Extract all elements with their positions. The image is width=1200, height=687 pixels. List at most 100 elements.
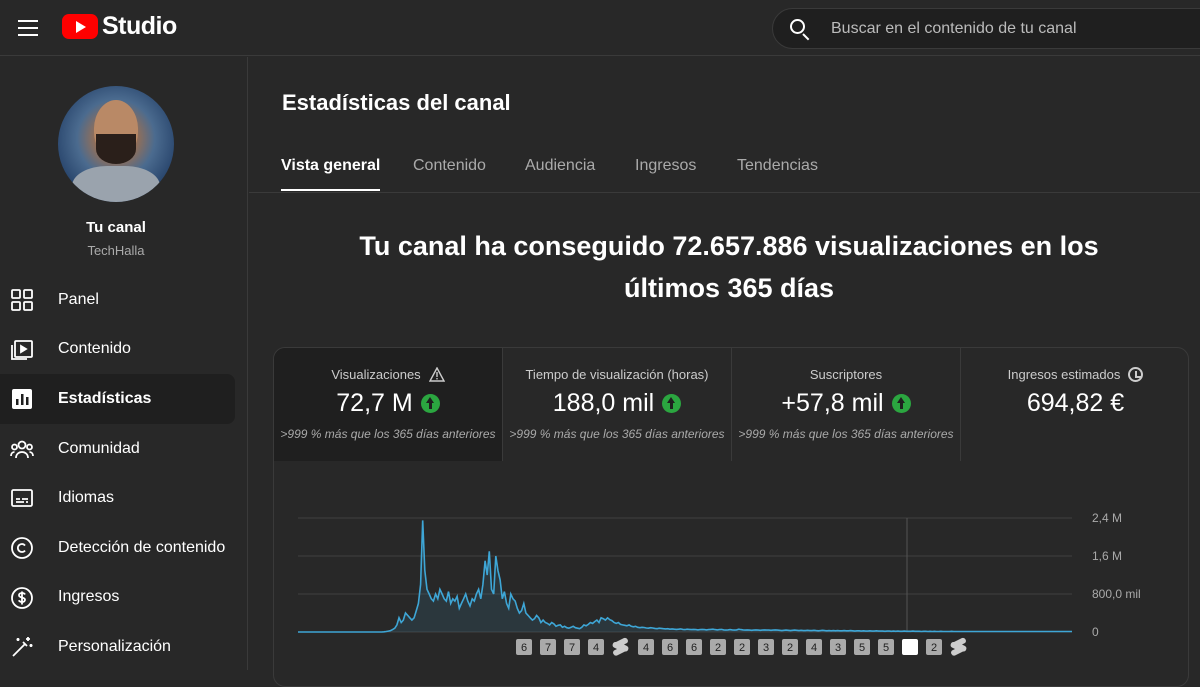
upload-marker[interactable] [902,639,918,655]
channel-avatar[interactable] [58,86,174,202]
metric-value: 72,7 M [336,389,413,417]
shorts-icon [950,637,967,656]
metric-subscribers[interactable]: Suscriptores +57,8 mil >999 % más que lo… [732,348,960,461]
sidebar-item-content-detection[interactable]: Detección de contenido [0,523,235,573]
upload-marker[interactable]: 4 [638,639,654,655]
divider [960,348,961,461]
sidebar-item-panel[interactable]: Panel [0,275,235,325]
sidebar-item-analytics[interactable]: Estadísticas [0,374,235,424]
metric-note: >999 % más que los 365 días anteriores [280,427,496,441]
sidebar-item-earn[interactable]: Ingresos [0,573,235,623]
metric-label: Suscriptores [809,367,883,382]
y-tick-label: 800,0 mil [1092,587,1141,601]
upload-marker[interactable]: 7 [564,639,580,655]
upload-marker[interactable]: 6 [686,639,702,655]
marker-label: 4 [643,642,649,654]
search-box[interactable] [772,8,1200,49]
upload-marker[interactable]: 4 [588,639,604,655]
headline-line-1: Tu canal ha conseguido 72.657.886 visual… [359,231,1099,261]
metric-watch-time[interactable]: Tiempo de visualización (horas) 188,0 mi… [503,348,731,461]
trend-up-icon [420,394,440,413]
marker-label: 6 [667,642,673,654]
series-line [298,520,1072,633]
headline-line-2: últimos 365 días [623,273,835,303]
warning-icon[interactable] [428,367,445,382]
tab-overview[interactable]: Vista general [281,157,381,191]
upload-marker[interactable]: 2 [710,639,726,655]
upload-marker[interactable]: 5 [854,639,870,655]
divider [731,348,732,461]
stats-card: Visualizaciones 72,7 M >999 % más que lo… [273,347,1189,687]
upload-marker[interactable]: 7 [540,639,556,655]
sidebar: Tu canal TechHalla Panel Contenido Estad… [0,57,248,670]
upload-marker[interactable]: 4 [806,639,822,655]
marker-label: 6 [691,642,697,654]
main-content: Estadísticas del canal Vista general Con… [249,57,1200,687]
y-tick-label: 1,6 M [1092,549,1122,563]
metric-views[interactable]: Visualizaciones 72,7 M >999 % más que lo… [274,348,502,461]
sidebar-nav: Panel Contenido Estadísticas Comunidad I… [0,275,248,672]
marker-label: 7 [569,642,575,654]
channel-title: Tu canal [86,219,146,236]
search-input[interactable] [831,19,1171,38]
headline: Tu canal ha conseguido 72.657.886 visual… [309,225,1149,309]
marker-label: 2 [931,642,937,654]
y-tick-label: 2,4 M [1092,511,1122,525]
marker-label: 7 [545,642,551,654]
sidebar-item-community[interactable]: Comunidad [0,424,235,474]
metric-note: >999 % más que los 365 días anteriores [738,427,954,441]
sidebar-item-label: Personalización [58,637,171,655]
dashboard-icon [11,289,33,311]
marker-label: 4 [593,642,599,654]
sidebar-item-label: Estadísticas [58,389,152,407]
shorts-marker[interactable] [950,637,967,656]
upload-marker[interactable]: 6 [662,639,678,655]
marker-label: 3 [763,642,769,654]
sidebar-item-label: Idiomas [58,489,115,507]
upload-marker[interactable]: 3 [830,639,846,655]
top-bar: Studio [0,0,1200,56]
clock-icon[interactable] [1128,367,1144,382]
sidebar-item-customization[interactable]: Personalización [0,622,235,672]
metric-value: 188,0 mil [552,389,655,417]
youtube-play-icon [62,14,98,39]
metric-label: Visualizaciones [331,367,421,382]
community-icon [10,440,34,458]
metric-note: >999 % más que los 365 días anteriores [509,427,725,441]
tab-content[interactable]: Contenido [413,157,486,174]
upload-marker[interactable]: 6 [516,639,532,655]
metric-value: 694,82 € [1026,389,1125,417]
sidebar-item-label: Contenido [58,340,131,358]
copyright-icon [11,537,33,559]
content-icon [11,339,33,360]
metric-revenue[interactable]: Ingresos estimados 694,82 € [961,348,1188,461]
shorts-marker[interactable] [612,637,629,656]
sidebar-item-content[interactable]: Contenido [0,325,235,375]
sidebar-item-label: Panel [58,290,99,308]
tab-trends[interactable]: Tendencias [737,157,818,174]
marker-label: 3 [835,642,841,654]
tab-revenue[interactable]: Ingresos [635,157,697,174]
sidebar-item-languages[interactable]: Idiomas [0,473,235,523]
upload-marker[interactable]: 2 [926,639,942,655]
upload-marker[interactable]: 5 [878,639,894,655]
views-chart[interactable]: 2,4 M 1,6 M 800,0 mil 0 6 7 7 4 4 6 6 2 2 3 2 4 3 5 5 2 [274,461,1189,687]
sidebar-item-label: Comunidad [58,439,140,457]
studio-logo[interactable]: Studio [62,12,177,41]
menu-button[interactable] [8,8,48,48]
marker-label: 4 [811,642,817,654]
marker-label: 6 [521,642,527,654]
shorts-icon [612,637,629,656]
divider [502,348,503,461]
tab-audience[interactable]: Audiencia [525,157,596,174]
trend-up-icon [662,394,682,413]
search-icon[interactable] [789,18,811,40]
tab-bar: Vista general Contenido Audiencia Ingres… [249,143,1200,193]
upload-marker[interactable]: 2 [782,639,798,655]
series-area [298,520,1072,632]
logo-text: Studio [102,12,177,40]
customization-icon [12,637,33,657]
y-tick-label: 0 [1092,625,1099,639]
upload-marker[interactable]: 2 [734,639,750,655]
upload-marker[interactable]: 3 [758,639,774,655]
